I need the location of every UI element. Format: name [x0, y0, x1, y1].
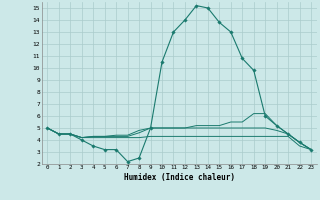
X-axis label: Humidex (Indice chaleur): Humidex (Indice chaleur) — [124, 173, 235, 182]
